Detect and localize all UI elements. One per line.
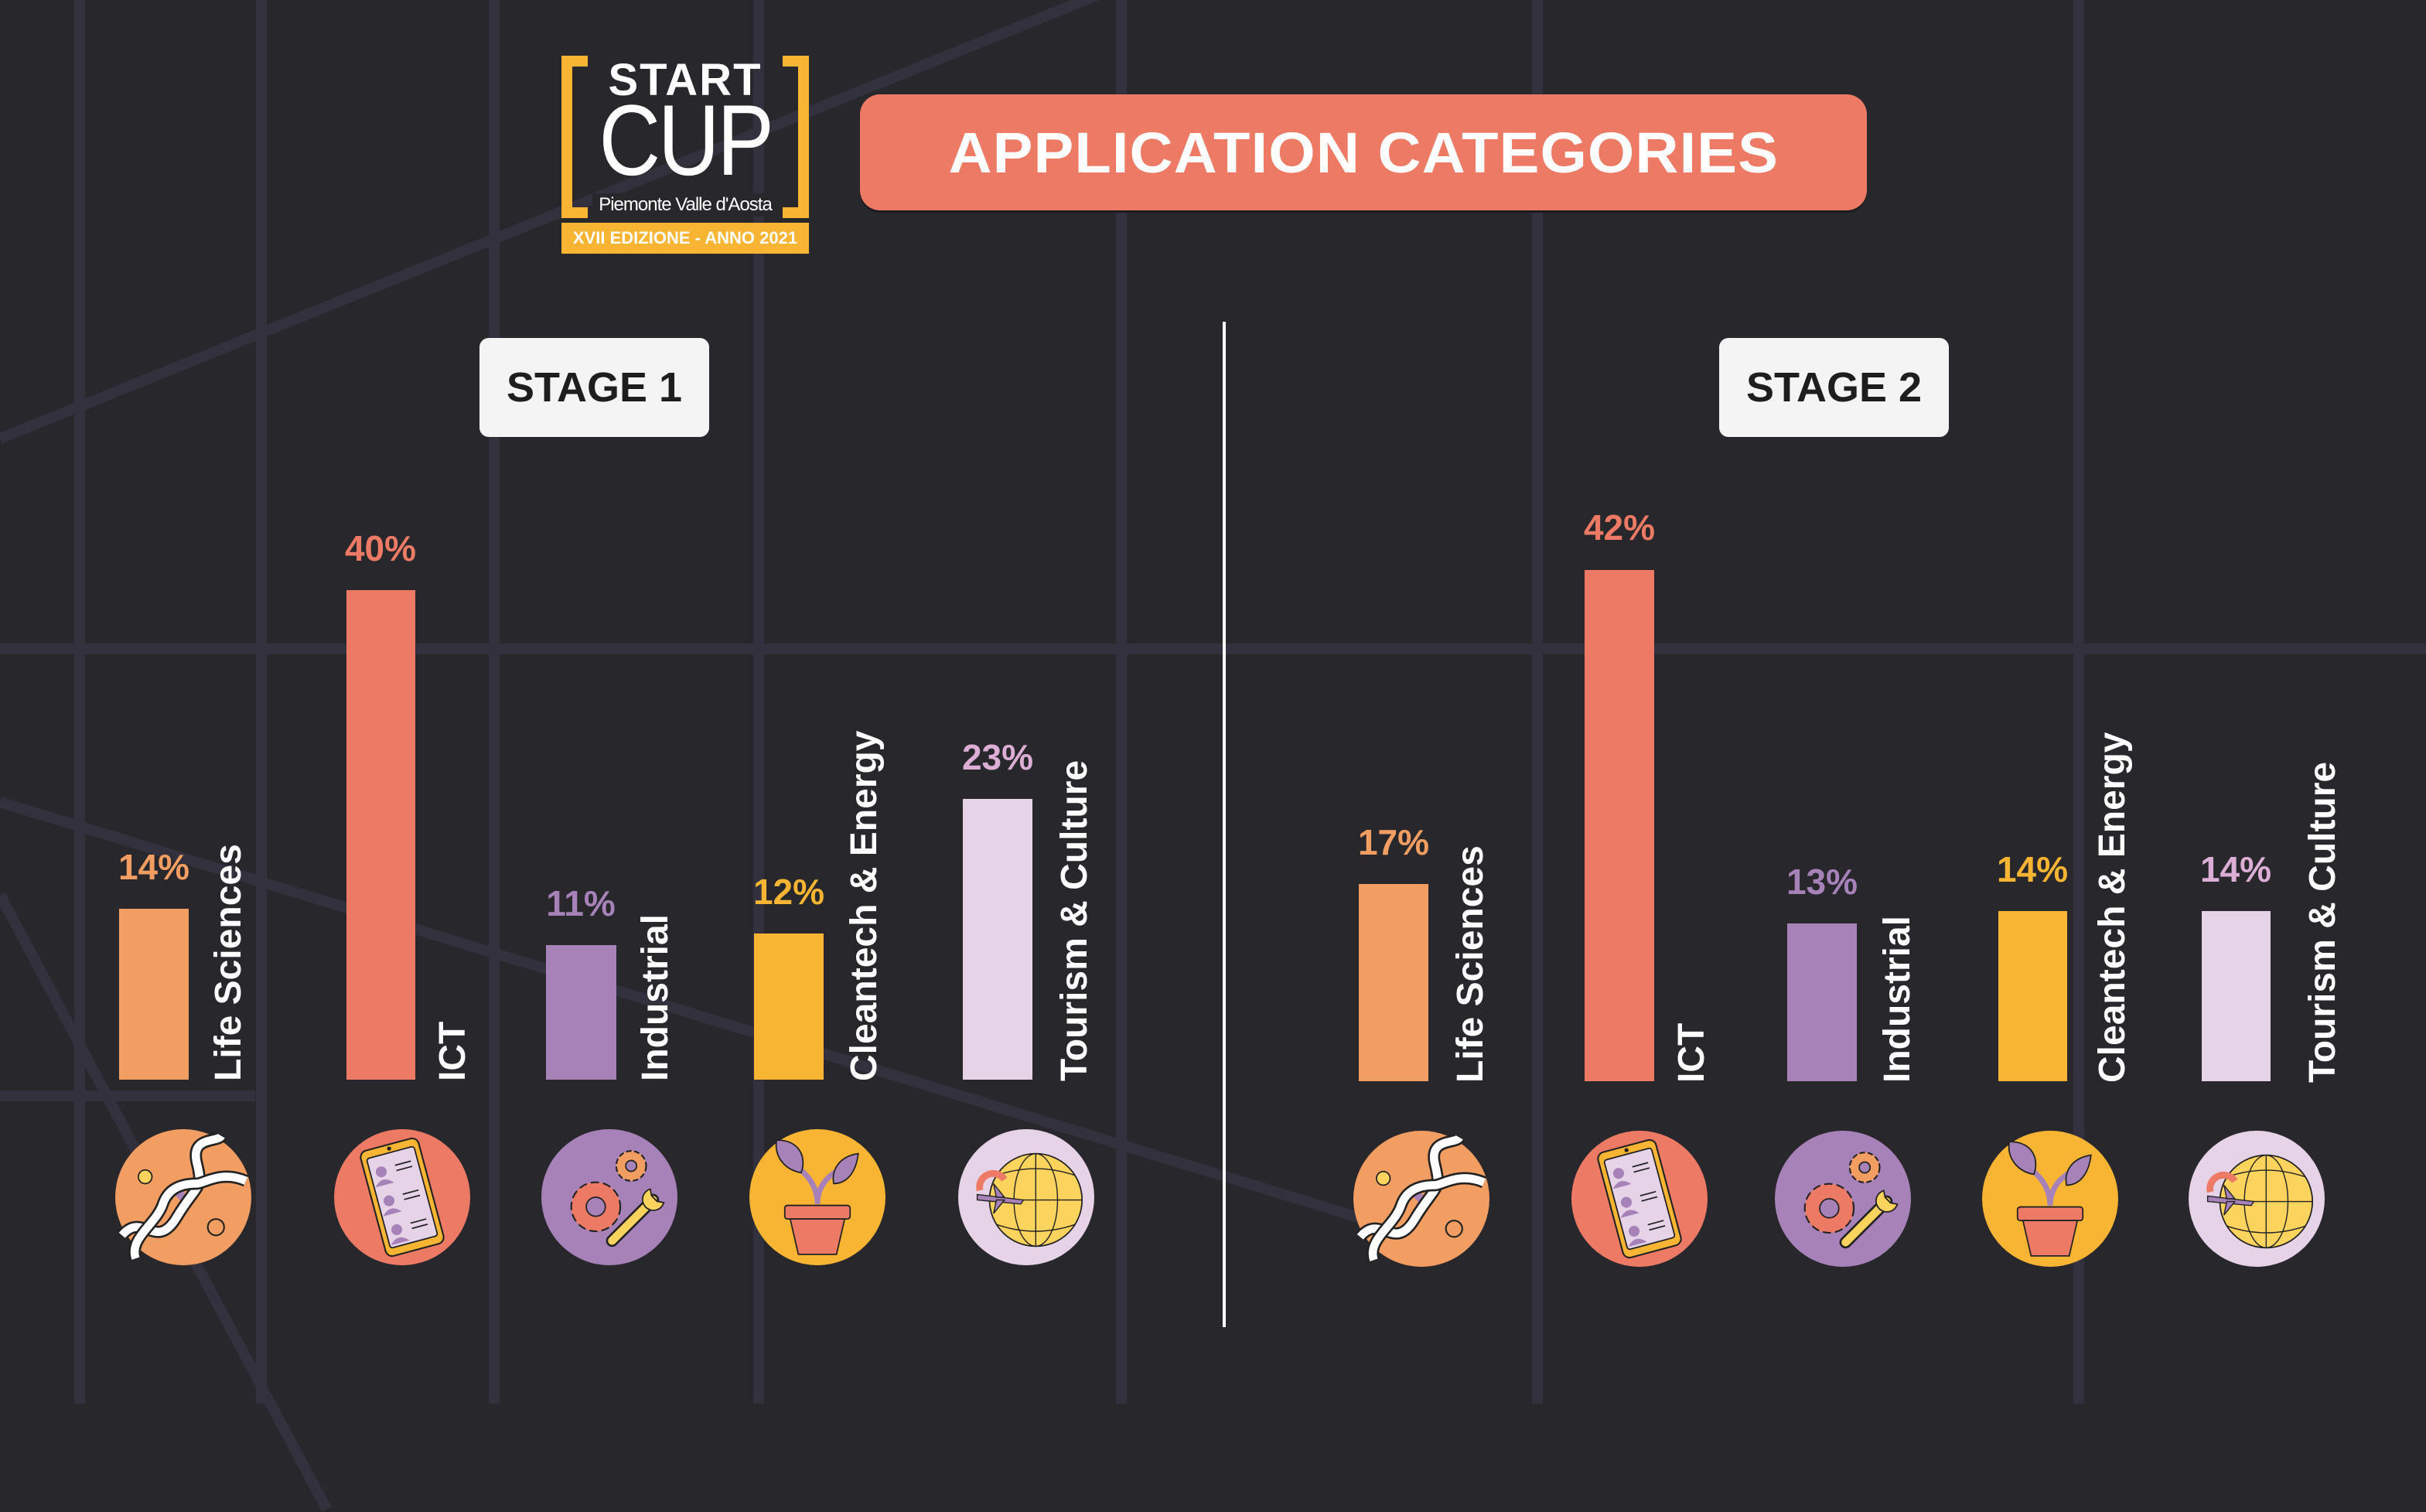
bar-life-sciences xyxy=(1359,884,1428,1081)
bar-cleantech-energy xyxy=(754,933,824,1080)
bar-life-sciences xyxy=(119,909,189,1080)
background-grid-line xyxy=(74,0,85,1404)
value-label-tourism-culture: 23% xyxy=(961,737,1034,777)
background-grid-line xyxy=(1532,0,1543,1404)
category-label-life-sciences: Life Sciences xyxy=(208,844,249,1081)
bar-tourism-culture xyxy=(2202,911,2271,1081)
globe-airplane-icon xyxy=(958,1129,1094,1265)
background-grid-line xyxy=(0,643,2426,654)
potted-plant-icon xyxy=(749,1129,885,1265)
category-label-cleantech-energy: Cleantech & Energy xyxy=(844,730,885,1081)
stage-2-label-text: STAGE 2 xyxy=(1745,364,1923,411)
dna-icon xyxy=(115,1129,251,1265)
background-grid-line xyxy=(256,0,267,1404)
background-grid-line xyxy=(2073,0,2084,1404)
stage-1-label-text: STAGE 1 xyxy=(506,364,683,411)
value-label-industrial: 11% xyxy=(546,883,616,923)
category-label-tourism-culture: Tourism & Culture xyxy=(2302,761,2343,1083)
title-banner: APPLICATION CATEGORIES xyxy=(860,94,1867,210)
logo-cup-text: CUP xyxy=(599,84,774,196)
bar-cleantech-energy xyxy=(1998,911,2067,1081)
value-label-life-sciences: 17% xyxy=(1357,822,1430,862)
logo-region-text: Piemonte Valle d'Aosta xyxy=(592,193,778,217)
category-label-tourism-culture: Tourism & Culture xyxy=(1054,759,1095,1081)
value-label-industrial: 13% xyxy=(1786,862,1858,902)
potted-plant-icon xyxy=(1982,1131,2118,1267)
logo-bracket-right xyxy=(783,56,809,218)
logo-bracket-left xyxy=(561,56,588,218)
stage-2-label: STAGE 2 xyxy=(1719,338,1949,437)
category-label-life-sciences: Life Sciences xyxy=(1450,845,1491,1083)
logo-start-text: START xyxy=(608,55,763,105)
gears-wrench-icon xyxy=(1775,1131,1911,1267)
logo-edition-text: XVII EDIZIONE - ANNO 2021 xyxy=(561,223,809,254)
background-grid-line xyxy=(0,1090,255,1101)
value-label-tourism-culture: 14% xyxy=(2199,849,2272,889)
background-grid-line xyxy=(1116,0,1127,1404)
bar-ict xyxy=(346,590,415,1080)
globe-airplane-icon xyxy=(2189,1131,2325,1267)
bar-industrial xyxy=(1787,923,1857,1081)
tablet-contacts-icon xyxy=(334,1129,470,1265)
value-label-ict: 40% xyxy=(344,528,417,568)
category-label-ict: ICT xyxy=(432,1021,473,1081)
stage-1-label: STAGE 1 xyxy=(479,338,709,437)
bar-ict xyxy=(1585,570,1654,1081)
dna-icon xyxy=(1353,1131,1489,1267)
bar-industrial xyxy=(546,945,616,1080)
page-title: APPLICATION CATEGORIES xyxy=(948,120,1779,185)
category-label-ict: ICT xyxy=(1671,1022,1712,1083)
value-label-ict: 42% xyxy=(1583,507,1656,548)
value-label-cleantech-energy: 12% xyxy=(752,872,825,912)
gears-wrench-icon xyxy=(541,1129,677,1265)
category-label-industrial: Industrial xyxy=(1877,915,1918,1083)
start-cup-logo: START CUP Piemonte Valle d'Aosta XVII ED… xyxy=(561,56,809,254)
bar-tourism-culture xyxy=(963,799,1032,1080)
tablet-contacts-icon xyxy=(1571,1131,1708,1267)
value-label-cleantech-energy: 14% xyxy=(1996,849,2069,889)
stage-divider xyxy=(1223,322,1226,1327)
value-label-life-sciences: 14% xyxy=(118,847,190,887)
category-label-industrial: Industrial xyxy=(635,913,676,1081)
category-label-cleantech-energy: Cleantech & Energy xyxy=(2092,732,2133,1083)
background-grid-line xyxy=(489,0,500,1404)
